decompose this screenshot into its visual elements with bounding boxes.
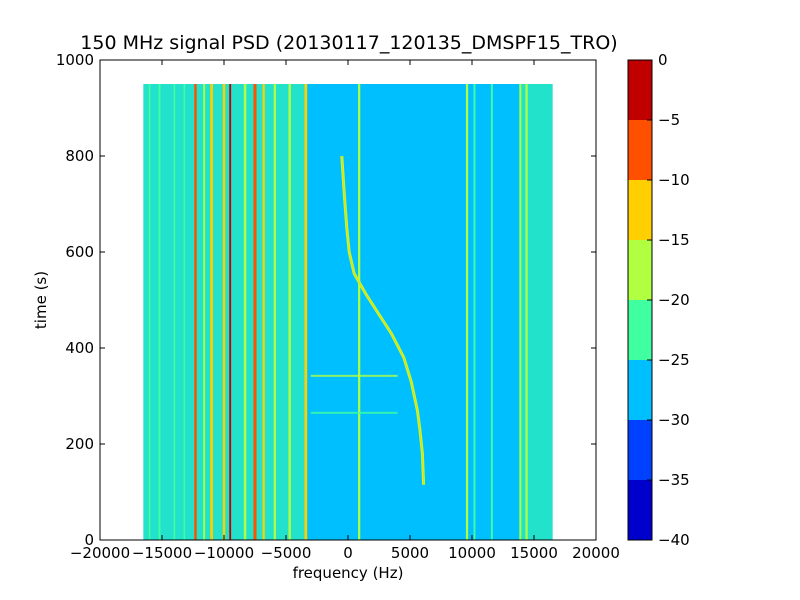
colorbar-segment (628, 120, 652, 180)
carrier-line (519, 84, 522, 540)
carrier-line (210, 84, 213, 540)
colorbar-segment (628, 360, 652, 420)
x-axis-label: frequency (Hz) (293, 564, 404, 582)
chart-title: 150 MHz signal PSD (20130117_120135_DMSP… (80, 32, 617, 54)
carrier-line (194, 84, 197, 540)
carrier-line (465, 84, 469, 540)
x-tick-label: −10000 (194, 544, 254, 562)
plot-area: −20000 −15000 −10000 −5000 0 5000 10000 15000 20… (56, 51, 620, 562)
colorbar-segment (628, 420, 652, 480)
y-tick-label: 400 (65, 339, 94, 357)
colorbar-tick-label: −5 (658, 111, 680, 129)
carrier-line (288, 84, 291, 540)
x-tick-label: 15000 (510, 544, 558, 562)
x-tick-label: 0 (343, 544, 353, 562)
y-tick-label: 800 (65, 147, 94, 165)
carrier-line (148, 84, 151, 540)
x-tick-label: −5000 (261, 544, 312, 562)
time-streak (310, 374, 398, 377)
doppler-trace-core (341, 155, 425, 485)
carrier-line (183, 84, 186, 540)
colorbar-tick-label: 0 (658, 51, 668, 69)
colorbar-segment (628, 480, 652, 540)
colorbar-segment (628, 60, 652, 120)
y-tick-label: 600 (65, 243, 94, 261)
colorbar-tick-label: −20 (658, 291, 690, 309)
noise-band (143, 84, 187, 540)
colorbar-tick-label: −15 (658, 231, 690, 249)
carrier-line (229, 84, 232, 540)
x-tick-label: 10000 (448, 544, 496, 562)
y-tick-label: 200 (65, 435, 94, 453)
y-tick-label: 1000 (56, 51, 94, 69)
x-tick-label: 20000 (572, 544, 620, 562)
carrier-line (203, 84, 206, 540)
x-tick-label: −20000 (70, 544, 130, 562)
x-tick-label: −15000 (132, 544, 192, 562)
carrier-line (273, 84, 276, 540)
carrier-line (358, 84, 361, 540)
carrier-line (173, 84, 176, 540)
colorbar-tick-label: −25 (658, 351, 690, 369)
colorbar-tick-label: −35 (658, 471, 690, 489)
carrier-line (253, 84, 257, 540)
colorbar-segment (628, 240, 652, 300)
colorbar-tick-label: −30 (658, 411, 690, 429)
carrier-line (490, 84, 493, 540)
x-tick-label: 5000 (391, 544, 429, 562)
carrier-line (222, 84, 226, 540)
colorbar-tick-label: −40 (658, 531, 690, 549)
spectrogram-heatmap (143, 84, 553, 540)
colorbar-segment (628, 300, 652, 360)
y-axis: 0 200 400 600 800 1000 (56, 51, 596, 549)
carrier-line (473, 84, 476, 540)
noise-band (519, 84, 553, 540)
y-axis-label: time (s) (32, 271, 50, 329)
y-tick-label: 0 (84, 531, 94, 549)
carrier-line (158, 84, 161, 540)
carrier-line (304, 84, 308, 540)
carrier-line (262, 84, 265, 540)
time-streak (310, 411, 398, 414)
colorbar-segment (628, 180, 652, 240)
carrier-line (243, 84, 247, 540)
colorbar-tick-label: −10 (658, 171, 690, 189)
carrier-line (525, 84, 528, 540)
colorbar: −40 −35 −30 −25 −20 −15 −10 −5 0 (627, 51, 690, 549)
x-axis: −20000 −15000 −10000 −5000 0 5000 10000 15000 20… (70, 60, 620, 562)
